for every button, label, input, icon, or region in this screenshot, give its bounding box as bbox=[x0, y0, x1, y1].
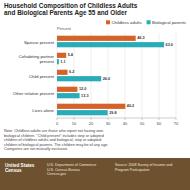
data-label: 1.1 bbox=[60, 60, 65, 64]
legend-swatch bbox=[106, 20, 110, 24]
category-label: Child present bbox=[29, 73, 55, 78]
footer-text: Source: 2008 Survey of Income andProgram… bbox=[115, 163, 172, 172]
note-line: children of biological parents. The chil… bbox=[4, 143, 108, 147]
category-label: Spouse present bbox=[24, 39, 55, 44]
category-label: Lives alone bbox=[32, 107, 54, 112]
data-labels: 46.3 63.0 5.41.1 6.2 26.0 12.0 13.3 40.2 29.8 bbox=[60, 36, 173, 114]
data-label: 26.0 bbox=[103, 77, 110, 81]
legend-label: Childless adults bbox=[111, 20, 141, 25]
category-label: Other relative present bbox=[13, 90, 55, 95]
bar bbox=[57, 93, 80, 98]
legend-label: Biological parents bbox=[152, 20, 186, 25]
tick-label: 0 bbox=[56, 121, 59, 126]
category-label-line: Other relative present bbox=[13, 90, 55, 95]
category-label-line: Lives alone bbox=[32, 107, 54, 112]
background bbox=[0, 0, 190, 190]
note-line: Note: Childless adults are those who rep… bbox=[4, 129, 103, 133]
bar bbox=[57, 59, 59, 64]
note-line: children of childless adults and biologi… bbox=[4, 138, 101, 142]
footer-text: U.S. Department of CommerceU.S. Census B… bbox=[47, 163, 96, 176]
footer-text-line: Source: 2008 Survey of Income and bbox=[115, 163, 172, 167]
data-label: 40.2 bbox=[127, 104, 134, 108]
bars bbox=[57, 36, 164, 116]
data-label: 29.8 bbox=[109, 111, 116, 115]
footer-text: United StatesCensus bbox=[5, 163, 35, 173]
legend-swatch bbox=[147, 20, 151, 24]
bar bbox=[57, 36, 136, 41]
data-label: 13.3 bbox=[81, 94, 88, 98]
note: Note: Childless adults are those who rep… bbox=[4, 129, 108, 151]
tick-label: 60 bbox=[157, 121, 162, 126]
bar bbox=[57, 104, 125, 109]
data-label: 6.2 bbox=[69, 70, 74, 74]
x-axis-line bbox=[57, 118, 176, 119]
tick-label: 20 bbox=[89, 121, 94, 126]
category-label-line: Spouse present bbox=[24, 39, 55, 44]
title-line: and Biological Parents Age 55 and Older bbox=[4, 9, 128, 17]
tick-label: 10 bbox=[72, 121, 77, 126]
note-line: biological children. "Child present" inc… bbox=[4, 134, 104, 138]
footer-text-line: U.S. Department of Commerce bbox=[47, 163, 96, 167]
grid-line bbox=[176, 33, 177, 118]
category-label-line: present bbox=[40, 59, 55, 64]
title: Household Composition of Childless Adult… bbox=[4, 2, 138, 17]
data-label: 12.0 bbox=[79, 87, 86, 91]
category-label-line: Child present bbox=[29, 73, 55, 78]
footer-band bbox=[0, 158, 190, 190]
footer-text-line: Census bbox=[5, 168, 22, 173]
tick-label: 40 bbox=[123, 121, 128, 126]
legend: Childless adults Biological parents bbox=[106, 20, 186, 25]
footer-text-line: Program Participation bbox=[115, 168, 150, 172]
bar bbox=[57, 76, 101, 81]
data-label: 63.0 bbox=[166, 43, 173, 47]
chart: Household Composition of Childless Adult… bbox=[0, 0, 190, 190]
footer-text-line: Census.gov bbox=[47, 172, 66, 176]
bar bbox=[57, 53, 66, 58]
axis-label: Percent bbox=[57, 26, 72, 31]
data-label: 5.4 bbox=[68, 53, 74, 57]
tick-label: 70 bbox=[174, 121, 179, 126]
bar bbox=[57, 110, 108, 115]
tick-label: 30 bbox=[106, 121, 111, 126]
bar bbox=[57, 70, 68, 75]
footer-text-line: U.S. Census Bureau bbox=[47, 168, 80, 172]
bar bbox=[57, 42, 164, 47]
bar bbox=[57, 87, 77, 92]
category-label: Cohabiting partnerpresent bbox=[19, 54, 55, 64]
note-line: Categories are not mutually exclusive. bbox=[4, 147, 68, 151]
tick-label: 50 bbox=[140, 121, 145, 126]
data-label: 46.3 bbox=[137, 36, 144, 40]
